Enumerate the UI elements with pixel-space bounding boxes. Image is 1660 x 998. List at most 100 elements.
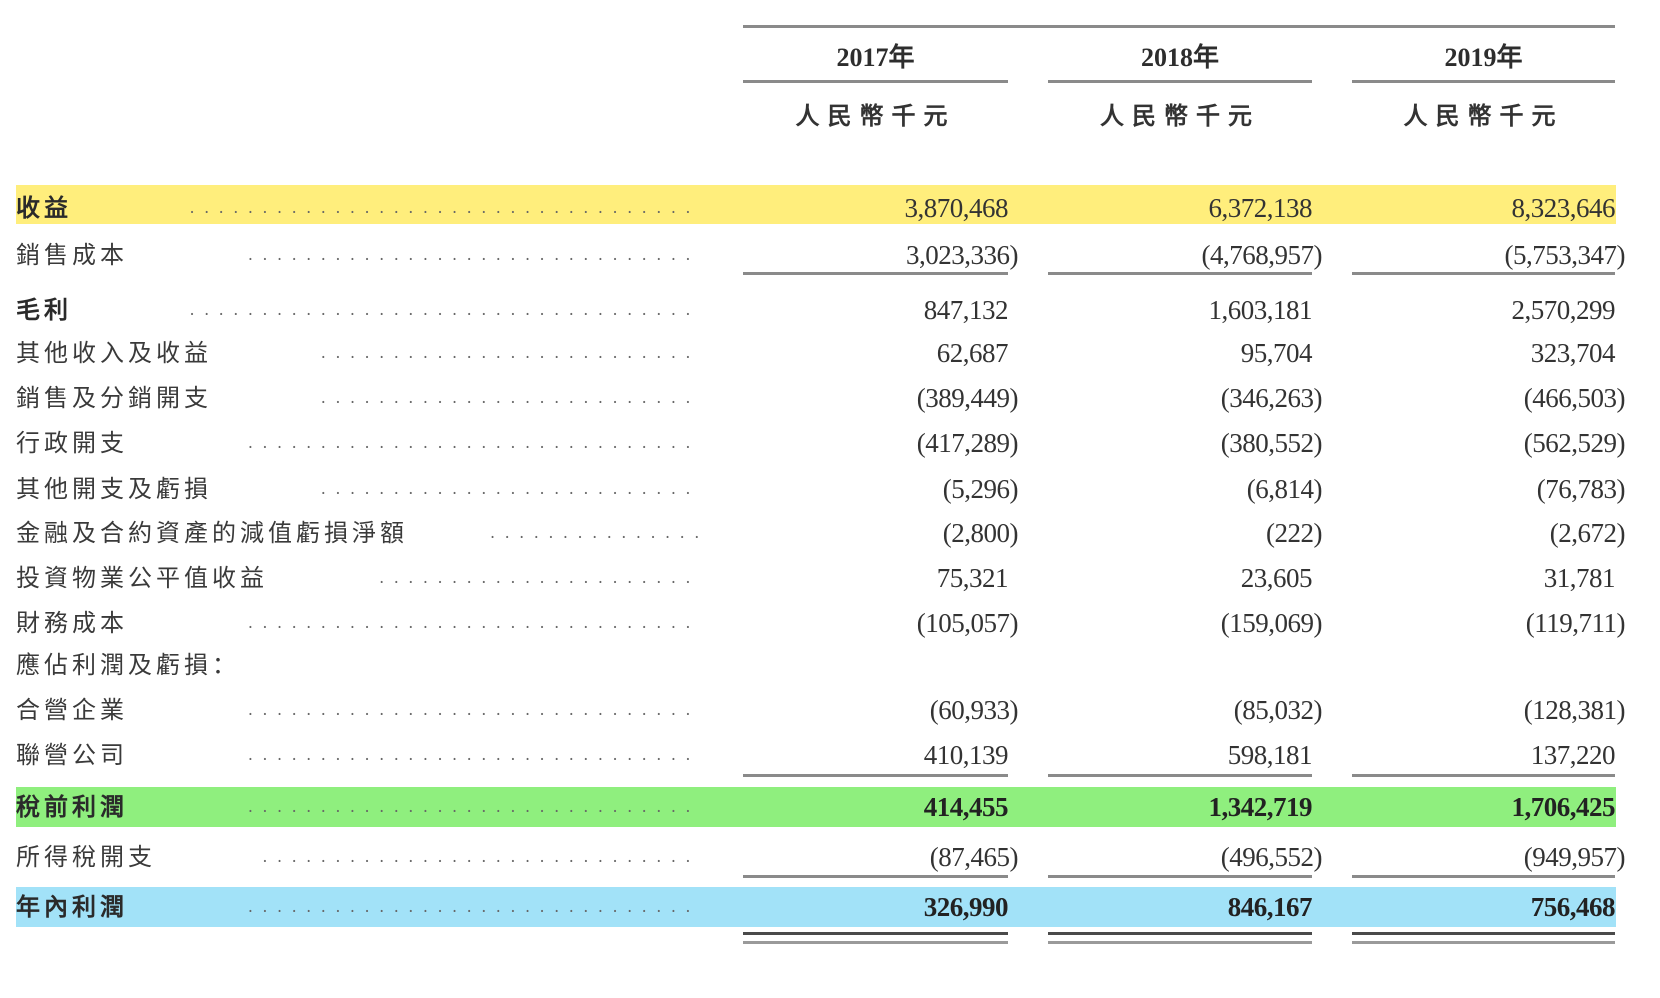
value-2019: (2,672): [1549, 518, 1626, 548]
subtotal-rule-2018: [1048, 774, 1312, 777]
leader-dots: ...............................: [247, 897, 700, 916]
subtotal-rule-2017: [743, 774, 1008, 777]
value-2018: 1,342,719: [1208, 792, 1313, 822]
value-2017: (389,449): [916, 383, 1019, 413]
highlight-profit-for-year: [16, 887, 1616, 927]
total-double-rule-2018-lower: [1048, 941, 1312, 944]
row-label: 所得稅開支: [16, 843, 156, 871]
row-label: 稅前利潤: [16, 792, 128, 821]
row-label: 金融及合約資產的減值虧損淨額: [16, 519, 408, 547]
value-2019: (949,957): [1523, 842, 1626, 872]
value-2017: (60,933): [929, 695, 1019, 725]
unit-label-2019: 人民幣千元: [1403, 102, 1564, 130]
table-top-rule: [743, 25, 1615, 28]
leader-dots: ...................................: [189, 300, 700, 319]
row-label: 毛利: [16, 295, 72, 324]
value-2017: 75,321: [936, 563, 1009, 593]
unit-label-2018: 人民幣千元: [1100, 102, 1260, 130]
value-2017: (105,057): [916, 608, 1019, 638]
highlight-revenue: [16, 185, 1616, 224]
row-label: 銷售成本: [16, 241, 128, 269]
subtotal-rule-2018: [1048, 875, 1312, 878]
value-2019: 756,468: [1530, 892, 1616, 922]
header-underline-2019: [1352, 80, 1615, 83]
value-2018: (222): [1266, 518, 1322, 548]
value-2018: 95,704: [1240, 338, 1313, 368]
table-row-gross-profit: 毛利 ................................... 8…: [0, 290, 1660, 330]
value-2018: 23,605: [1240, 563, 1313, 593]
value-2018: (4,768,957): [1201, 240, 1323, 270]
value-2017: 3,023,336): [906, 240, 1019, 270]
value-2019: 1,706,425: [1511, 792, 1616, 822]
table-row-profit-before-tax: 稅前利潤 ............................... 414…: [0, 787, 1660, 827]
table-row-investment-property-gains: 投資物業公平值收益 ...................... 75,321 …: [0, 558, 1660, 598]
row-label: 行政開支: [16, 429, 128, 457]
subtotal-rule-2019: [1352, 774, 1615, 777]
table-row-finance-costs: 財務成本 ............................... (10…: [0, 603, 1660, 643]
header-underline-2017: [743, 80, 1008, 83]
total-double-rule-2017: [743, 932, 1008, 935]
unit-label-2017: 人民幣千元: [795, 102, 956, 130]
subtotal-rule-2019: [1352, 875, 1615, 878]
leader-dots: ...............................: [247, 613, 700, 632]
column-header-2019: 2019年: [1444, 43, 1523, 72]
total-double-rule-2018: [1048, 932, 1312, 935]
table-row-admin-expenses: 行政開支 ............................... (41…: [0, 423, 1660, 463]
row-label: 財務成本: [16, 609, 128, 637]
leader-dots: ...................................: [189, 198, 700, 217]
value-2019: (119,711): [1525, 608, 1626, 638]
row-label: 收益: [16, 193, 72, 222]
leader-dots: ..............................: [262, 847, 700, 866]
value-2018: 1,603,181: [1208, 295, 1313, 325]
leader-dots: ...............................: [247, 245, 700, 264]
value-2017: (2,800): [942, 518, 1019, 548]
table-row-joint-ventures: 合營企業 ............................... (60…: [0, 690, 1660, 730]
row-label: 應佔利潤及虧損：: [16, 651, 240, 679]
table-row-selling-expenses: 銷售及分銷開支 .......................... (389,…: [0, 378, 1660, 418]
subtotal-rule-2017: [743, 272, 1008, 275]
total-double-rule-2019-lower: [1352, 941, 1615, 944]
value-2019: (562,529): [1523, 428, 1626, 458]
value-2019: 323,704: [1530, 338, 1616, 368]
value-2019: 137,220: [1530, 740, 1616, 770]
row-label: 其他開支及虧損: [16, 475, 212, 503]
leader-dots: ......................: [379, 568, 700, 587]
value-2017: (417,289): [916, 428, 1019, 458]
leader-dots: ...............................: [247, 745, 700, 764]
leader-dots: ..........................: [320, 388, 700, 407]
table-row-impairment-losses: 金融及合約資產的減值虧損淨額 ............... (2,800) (…: [0, 513, 1660, 553]
value-2019: (76,783): [1536, 474, 1626, 504]
leader-dots: ...............: [490, 523, 700, 542]
value-2018: 6,372,138: [1208, 193, 1313, 223]
table-row-revenue: 收益 ................................... 3…: [0, 188, 1660, 228]
leader-dots: ...............................: [247, 797, 700, 816]
row-label: 投資物業公平值收益: [16, 564, 268, 592]
value-2019: (128,381): [1523, 695, 1626, 725]
value-2018: 598,181: [1227, 740, 1313, 770]
value-2019: (466,503): [1523, 383, 1626, 413]
column-header-2017: 2017年: [836, 43, 915, 72]
value-2019: (5,753,347): [1504, 240, 1626, 270]
value-2019: 31,781: [1543, 563, 1616, 593]
leader-dots: ...............................: [247, 700, 700, 719]
value-2017: 414,455: [923, 792, 1009, 822]
value-2017: 847,132: [923, 295, 1009, 325]
table-row-other-expenses: 其他開支及虧損 .......................... (5,29…: [0, 469, 1660, 509]
value-2018: 846,167: [1227, 892, 1313, 922]
value-2018: (159,069): [1220, 608, 1323, 638]
value-2017: 62,687: [936, 338, 1009, 368]
table-row-other-income: 其他收入及收益 .......................... 62,68…: [0, 333, 1660, 373]
table-row-associates: 聯營公司 ............................... 410…: [0, 735, 1660, 775]
value-2017: 326,990: [923, 892, 1009, 922]
value-2018: (6,814): [1246, 474, 1323, 504]
leader-dots: ..........................: [320, 479, 700, 498]
value-2019: 8,323,646: [1511, 193, 1616, 223]
total-double-rule-2017-lower: [743, 941, 1008, 944]
value-2017: 410,139: [923, 740, 1009, 770]
header-underline-2018: [1048, 80, 1312, 83]
table-row-cost-of-sales: 銷售成本 ............................... 3,0…: [0, 235, 1660, 275]
value-2017: (87,465): [929, 842, 1019, 872]
row-label: 銷售及分銷開支: [16, 384, 212, 412]
row-label: 聯營公司: [16, 741, 128, 769]
highlight-profit-before-tax: [16, 787, 1616, 827]
